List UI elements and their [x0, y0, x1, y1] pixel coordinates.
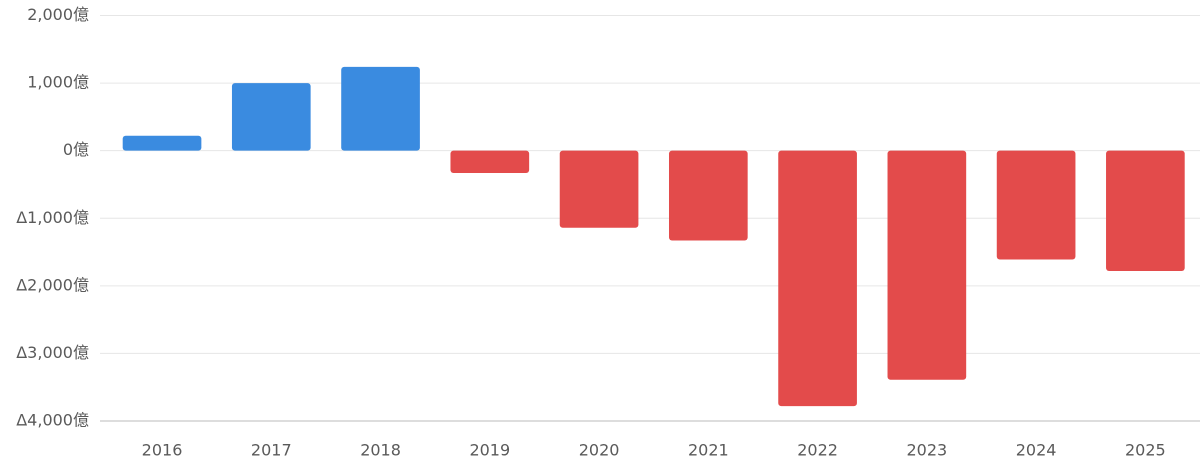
x-tick-label: 2019	[469, 441, 510, 460]
bar	[231, 83, 311, 151]
y-tick-label: 1,000億	[27, 73, 89, 92]
y-tick-label: 0億	[63, 140, 89, 159]
bar	[122, 135, 202, 151]
x-tick-label: 2020	[579, 441, 620, 460]
x-tick-label: 2016	[142, 441, 183, 460]
y-tick-label: Δ3,000億	[16, 343, 89, 362]
bar	[341, 66, 420, 151]
x-tick-label: 2022	[797, 441, 838, 460]
bar	[450, 150, 530, 173]
x-tick-label: 2021	[688, 441, 729, 460]
bar	[887, 150, 967, 380]
x-tick-label: 2017	[251, 441, 292, 460]
x-tick-label: 2023	[906, 441, 947, 460]
x-tick-label: 2018	[360, 441, 401, 460]
bar	[668, 150, 748, 241]
x-tick-label: 2024	[1016, 441, 1057, 460]
bar	[778, 150, 857, 407]
x-tick-label: 2025	[1125, 441, 1166, 460]
y-tick-label: 2,000億	[27, 5, 89, 24]
y-tick-label: Δ4,000億	[16, 411, 89, 430]
y-tick-label: Δ1,000億	[16, 208, 89, 227]
bar	[996, 150, 1076, 260]
bar	[1106, 150, 1185, 271]
y-tick-label: Δ2,000億	[16, 275, 89, 294]
bar	[559, 150, 639, 228]
